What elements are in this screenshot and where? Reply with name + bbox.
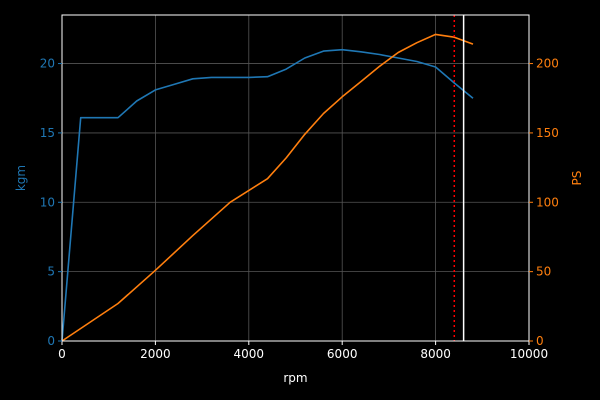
y-left-tick-label: 0: [47, 334, 55, 348]
x-tick-label: 0: [58, 347, 66, 361]
x-axis: 0 2000 4000 6000 8000 10000: [58, 341, 548, 361]
y-right-tick-label: 200: [536, 57, 559, 71]
torque-series-line: [61, 48, 474, 342]
annotation-layer: [453, 15, 465, 341]
y-left-axis: 0 5 10 15 20: [40, 57, 62, 348]
y-left-tick-label: 5: [47, 265, 55, 279]
power-series-line: [61, 33, 474, 342]
x-tick-label: 10000: [510, 347, 548, 361]
y-right-axis: 0 50 100 150 200: [529, 57, 559, 348]
y-right-tick-label: 150: [536, 126, 559, 140]
y-right-axis-title: PS: [570, 171, 584, 186]
y-right-tick-label: 0: [536, 334, 544, 348]
x-tick-label: 8000: [420, 347, 451, 361]
y-right-tick-label: 100: [536, 195, 559, 209]
y-left-tick-label: 10: [40, 195, 55, 209]
y-right-tick-label: 50: [536, 265, 551, 279]
x-tick-label: 4000: [234, 347, 265, 361]
x-tick-label: 2000: [140, 347, 171, 361]
y-left-axis-title: kgm: [14, 165, 28, 191]
x-axis-title: rpm: [283, 371, 307, 385]
y-left-tick-label: 20: [40, 57, 55, 71]
y-left-tick-label: 15: [40, 126, 55, 140]
plot-frame: [61, 14, 530, 342]
x-tick-label: 6000: [327, 347, 358, 361]
series-layer: [61, 33, 474, 342]
